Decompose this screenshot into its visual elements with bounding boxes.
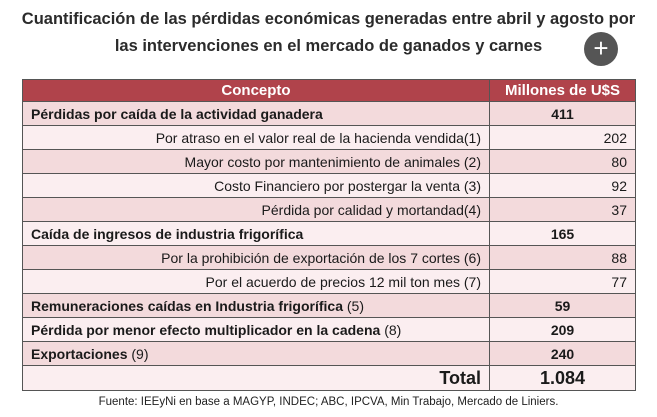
label-cell: Por la prohibición de exportación de los… (22, 245, 490, 270)
value-cell: 59 (489, 293, 636, 318)
title: Cuantificación de las pérdidas económica… (21, 10, 636, 55)
label-cell: Por atraso en el valor real de la hacien… (22, 125, 490, 150)
label-cell: Pérdidas por caída de la actividad ganad… (22, 101, 490, 126)
label-cell: Exportaciones (9) (22, 341, 490, 366)
note: (8) (384, 321, 402, 338)
label: Caída de ingresos de industria frigorífi… (31, 225, 304, 242)
note: (9) (131, 345, 149, 362)
label: Exportaciones (31, 345, 128, 362)
table-row: Pérdida por calidad y mortandad(4) 37 (22, 197, 636, 222)
table-row: Por atraso en el valor real de la hacien… (22, 125, 636, 150)
label: Por atraso en el valor real de la hacien… (155, 129, 481, 146)
footer: Fuente: IEEyNi en base a MAGYP, INDEC; A… (98, 396, 559, 408)
table-row: Caída de ingresos de industria frigorífi… (22, 221, 636, 246)
label-cell: Costo Financiero por postergar la venta … (22, 173, 490, 198)
value-cell: 92 (489, 173, 636, 198)
value-cell: 37 (489, 197, 636, 222)
note: (5) (346, 297, 365, 314)
table-body: Pérdidas por caída de la actividad ganad… (22, 101, 636, 391)
label-cell: Pérdida por menor efecto multiplicador e… (22, 317, 490, 342)
label: Costo Financiero por postergar la venta … (214, 177, 481, 194)
table-row: Remuneraciones caídas en Industria frigo… (22, 293, 636, 318)
label: Por la prohibición de exportación de los… (161, 249, 481, 266)
label-cell: Mayor costo por mantenimiento de animale… (22, 149, 490, 174)
table-row: Costo Financiero por postergar la venta … (22, 173, 636, 198)
total-label: Total (22, 365, 490, 391)
label-cell: Pérdida por calidad y mortandad(4) (22, 197, 490, 222)
table-row: Pérdida por menor efecto multiplicador e… (22, 317, 636, 342)
value-cell: 165 (489, 221, 636, 246)
label: Pérdidas por caída de la actividad ganad… (31, 105, 323, 122)
label-cell: Remuneraciones caídas en Industria frigo… (22, 293, 490, 318)
label: Remuneraciones caídas en Industria frigo… (31, 297, 343, 314)
total-value: 1.084 (489, 365, 636, 391)
label-cell: Por el acuerdo de precios 12 mil ton mes… (22, 269, 490, 294)
value-cell: 202 (489, 125, 636, 150)
add-button[interactable]: + (584, 32, 618, 66)
table: Concepto Millones de U$S Pérdidas por ca… (22, 79, 636, 391)
label-cell: Caída de ingresos de industria frigorífi… (22, 221, 490, 246)
value-cell: 411 (489, 101, 636, 126)
label: Pérdida por calidad y mortandad(4) (261, 201, 481, 218)
table-row: Mayor costo por mantenimiento de animale… (22, 149, 636, 174)
value-cell: 80 (489, 149, 636, 174)
table-row: Por el acuerdo de precios 12 mil ton mes… (22, 269, 636, 294)
table-row: Por la prohibición de exportación de los… (22, 245, 636, 270)
table-row: Pérdidas por caída de la actividad ganad… (22, 101, 636, 126)
header-cell: Millones de U$S (489, 79, 636, 102)
label: Pérdida por menor efecto multiplicador e… (31, 321, 381, 338)
value-cell: 88 (489, 245, 636, 270)
total-row: Total 1.084 (22, 365, 636, 391)
value-cell: 240 (489, 341, 636, 366)
label: Por el acuerdo de precios 12 mil ton mes… (205, 273, 481, 290)
table-row: Exportaciones (9) 240 (22, 341, 636, 366)
value-cell: 209 (489, 317, 636, 342)
header-row: Concepto Millones de U$S (22, 79, 636, 102)
value-cell: 77 (489, 269, 636, 294)
header-cell: Concepto (22, 79, 490, 102)
label: Mayor costo por mantenimiento de animale… (184, 153, 481, 170)
